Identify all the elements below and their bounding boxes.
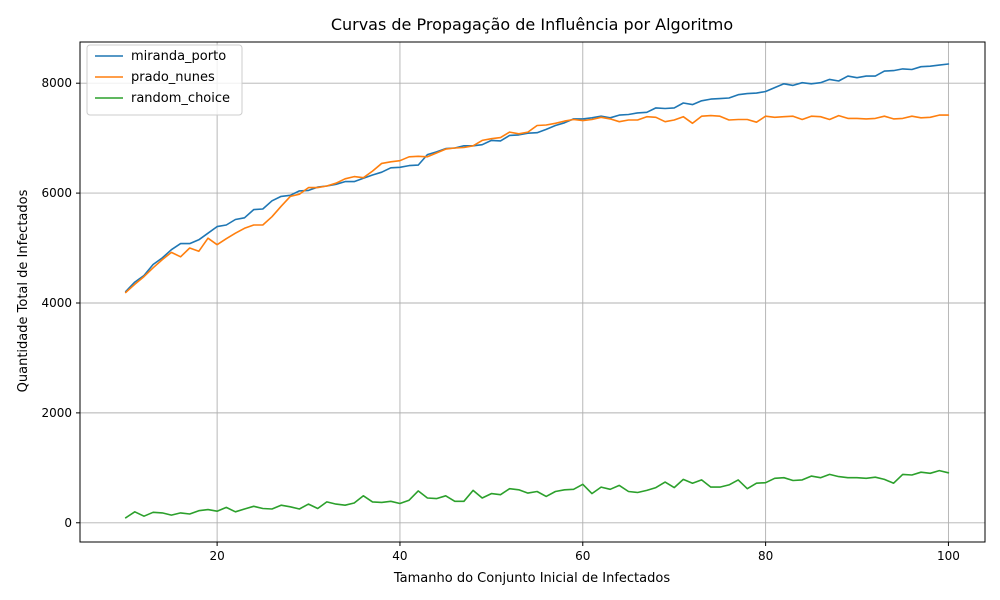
legend-label: miranda_porto	[131, 49, 226, 64]
series-line-prado-nunes	[124, 114, 950, 294]
grid	[80, 42, 985, 542]
y-tick-label: 2000	[41, 406, 72, 420]
y-axis-title: Quantidade Total de Infectados	[16, 189, 31, 392]
series-line-random-choice	[124, 469, 950, 519]
legend: miranda_porto prado_nunes random_choice	[86, 44, 243, 116]
plot-frame	[79, 41, 986, 543]
chart-title: Curvas de Propagação de Influência por A…	[331, 15, 733, 34]
x-tick-label: 60	[575, 549, 590, 563]
x-tick-label: 40	[392, 549, 407, 563]
legend-box	[86, 44, 243, 116]
legend-label: random_choice	[131, 91, 230, 106]
x-tick-label: 80	[758, 549, 773, 563]
y-tick-label: 4000	[41, 296, 72, 310]
x-axis-title: Tamanho do Conjunto Inicial de Infectado…	[393, 571, 670, 586]
y-tick-label: 8000	[41, 76, 72, 90]
axis-ticks: 20 40 60 80 100 0 2000 4000 6000 8000	[41, 76, 959, 563]
x-tick-label: 20	[209, 549, 224, 563]
y-tick-label: 0	[64, 516, 72, 530]
x-tick-label: 100	[937, 549, 960, 563]
legend-label: prado_nunes	[131, 70, 215, 85]
y-tick-label: 6000	[41, 186, 72, 200]
series-line-miranda-porto	[124, 63, 950, 293]
series-lines	[124, 63, 950, 519]
